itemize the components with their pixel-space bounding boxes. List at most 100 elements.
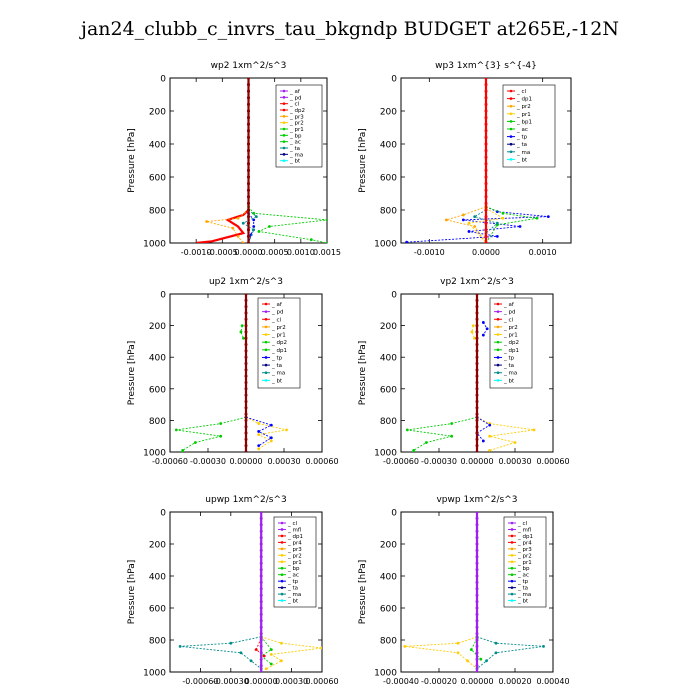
legend-label: _ pr2 [517,553,532,559]
legend-label: _ ta [287,586,298,592]
legend-label: _ pr2 [516,104,531,110]
legend-label: _ pr2 [271,325,286,331]
series-marker [247,234,250,238]
series-marker [259,600,263,604]
x-tick-label: -0.00060 [182,677,218,686]
legend-marker [280,579,284,583]
legend-marker [282,153,286,156]
series-marker [484,155,488,159]
series-marker [247,102,250,106]
legend-marker [496,302,500,306]
legend-marker [496,379,500,382]
series-marker [247,162,250,166]
legend-marker [280,541,284,544]
series-marker [309,238,313,242]
series-marker [268,225,271,228]
series-line [406,206,549,243]
series-marker [546,215,550,219]
series-marker [257,433,261,437]
series-marker [475,387,479,391]
y-tick-label: 0 [391,291,397,301]
series-marker [244,399,248,403]
y-tick-label: 0 [391,509,397,519]
series-marker [475,343,479,347]
series-marker [247,201,250,205]
legend-marker [496,317,500,321]
x-tick-label: 0.00030 [275,677,308,686]
series-marker [475,638,479,642]
legend-label: _ tp [287,579,299,585]
series-marker [475,529,479,533]
legend-marker [264,363,268,367]
y-axis-label: Pressure [hPa] [358,128,368,193]
series-marker [475,670,479,672]
y-tick-label: 800 [149,417,166,427]
y-tick-label: 1000 [374,240,397,250]
series-line [476,636,544,670]
series-marker [405,428,409,432]
legend-label: _ dp1 [287,534,303,540]
y-tick-label: 1000 [143,449,166,459]
legend-label: _ cl [517,521,528,527]
series-marker [205,220,209,223]
legend-marker [282,146,286,150]
legend-label: _ ma [271,371,285,377]
series-marker [257,430,261,433]
series-group [174,294,288,452]
x-tick-label: 0.00040 [536,677,569,686]
series-marker [247,175,250,179]
legend-label: _ pr3 [289,114,304,120]
series-marker [484,96,488,100]
panel-title: wp3 1xm^{3} s^{-4} [435,61,537,71]
legend-marker [280,592,284,596]
legend-marker [282,102,286,105]
series-marker [484,149,488,153]
series-marker [450,434,454,438]
series-marker [475,657,479,661]
series-marker [244,387,248,391]
y-tick-label: 400 [380,573,397,583]
series-marker [488,434,492,438]
series-marker [467,221,471,225]
legend-marker [496,340,500,344]
series-marker [484,142,488,146]
series-marker [456,651,460,655]
legend-marker [282,96,286,99]
series-marker [254,648,258,651]
x-tick-label: 0.0010 [287,248,315,257]
series-marker [475,368,479,372]
series-marker [244,393,248,397]
series-marker [475,393,479,397]
series-marker [259,516,263,520]
series-marker [461,213,465,217]
legend-label: _ pr1 [503,333,518,339]
series-marker [456,641,460,645]
legend-marker [264,340,268,344]
x-tick-label: -0.0010 [414,248,445,257]
legend-marker [282,121,286,124]
series-marker [403,645,407,648]
y-tick-label: 800 [380,417,397,427]
y-tick-label: 0 [160,75,166,85]
series-marker [247,188,250,192]
series-marker [405,240,409,243]
series-marker [484,182,488,186]
series-marker [247,195,250,199]
series-marker [473,336,476,340]
legend-marker [509,97,513,100]
y-tick-label: 200 [149,108,166,118]
series-group [196,78,327,243]
y-axis-label: Pressure [hPa] [358,341,368,406]
y-axis-label: Pressure [hPa] [127,341,137,406]
legend-marker [509,89,513,93]
series-marker [475,324,479,328]
legend-label: _ pr4 [287,540,302,546]
series-line [404,636,478,670]
panel-5: upwp 1xm^2/s^3 Pressure [hPa] 0 200 400 600 80… [127,495,339,686]
legend-label: _ pd [271,310,283,316]
series-marker [242,336,245,340]
x-tick-label: 0.00060 [536,457,569,466]
series-marker [244,336,248,340]
series-marker [475,548,479,552]
series-marker [244,362,248,366]
